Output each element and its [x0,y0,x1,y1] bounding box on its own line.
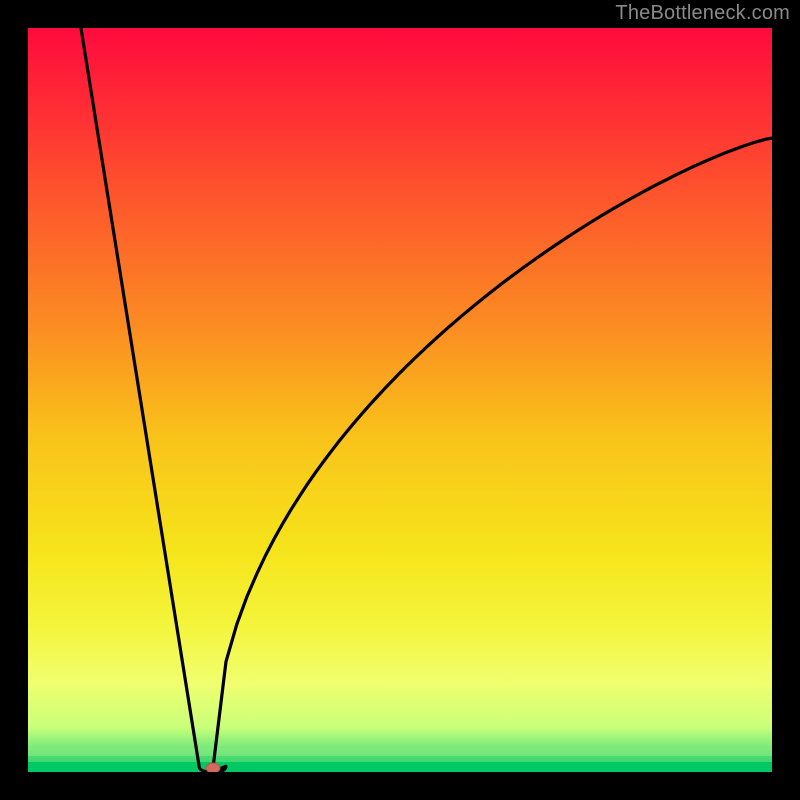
plot-area [28,28,772,772]
curve-layer [28,28,772,772]
watermark-text: TheBottleneck.com [615,2,790,25]
bottleneck-curve [79,28,772,772]
